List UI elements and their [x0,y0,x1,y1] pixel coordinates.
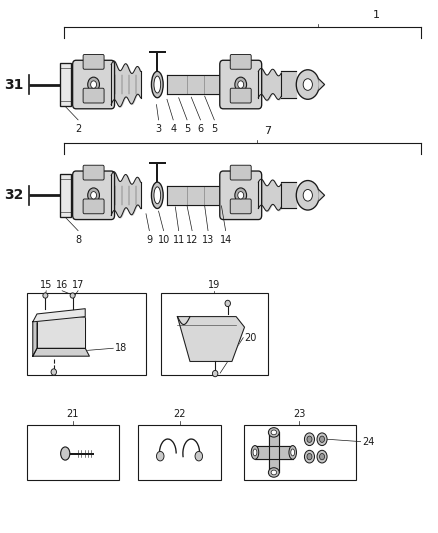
Polygon shape [37,317,85,348]
Bar [27,293,146,375]
Ellipse shape [152,71,163,98]
Ellipse shape [317,450,327,463]
Ellipse shape [88,188,99,203]
Text: 18: 18 [115,343,127,353]
Ellipse shape [152,182,163,208]
Ellipse shape [307,436,312,442]
Ellipse shape [268,427,279,437]
Ellipse shape [60,447,70,460]
Polygon shape [33,309,85,322]
Ellipse shape [235,188,247,203]
Ellipse shape [235,77,247,92]
Text: 31: 31 [4,77,24,92]
FancyBboxPatch shape [230,88,251,103]
Text: 17: 17 [72,280,84,290]
Ellipse shape [91,191,96,199]
Ellipse shape [289,446,297,459]
Text: 7: 7 [264,126,271,136]
Text: 5: 5 [211,124,217,134]
Polygon shape [177,317,244,361]
FancyBboxPatch shape [73,171,115,220]
Ellipse shape [296,70,319,99]
Ellipse shape [296,181,319,210]
Text: 23: 23 [293,409,305,419]
Ellipse shape [271,470,276,475]
Ellipse shape [303,190,312,201]
FancyBboxPatch shape [220,171,261,220]
Ellipse shape [225,300,230,306]
Ellipse shape [303,79,312,90]
Polygon shape [33,317,37,356]
Ellipse shape [88,77,99,92]
Ellipse shape [320,454,325,460]
Polygon shape [319,79,325,90]
Ellipse shape [43,293,48,298]
Text: 24: 24 [362,437,374,447]
FancyBboxPatch shape [83,54,104,69]
Text: 19: 19 [208,280,220,290]
Ellipse shape [304,433,314,446]
Text: 16: 16 [56,280,68,290]
FancyBboxPatch shape [230,54,251,69]
Polygon shape [319,190,325,200]
Ellipse shape [317,433,327,446]
Text: 10: 10 [158,235,170,245]
FancyBboxPatch shape [230,165,251,180]
Ellipse shape [238,191,244,199]
Polygon shape [33,348,89,356]
Text: 4: 4 [170,124,177,134]
Ellipse shape [291,449,295,456]
Text: 14: 14 [219,235,232,245]
Text: 2: 2 [75,124,81,134]
Bar [60,174,71,217]
Ellipse shape [154,76,161,93]
Bar [27,425,119,480]
Ellipse shape [320,436,325,442]
Ellipse shape [238,81,244,88]
Ellipse shape [51,369,57,375]
Text: 22: 22 [173,409,186,419]
FancyBboxPatch shape [83,165,104,180]
Text: 11: 11 [173,235,185,245]
Ellipse shape [91,81,96,88]
Ellipse shape [253,449,257,456]
Text: 1: 1 [373,10,380,20]
Ellipse shape [195,451,203,461]
Text: 15: 15 [40,280,53,290]
Ellipse shape [268,468,279,477]
Bar [60,63,71,106]
Text: 6: 6 [198,124,204,134]
Bar [244,425,356,480]
Text: 8: 8 [75,235,81,245]
Ellipse shape [304,450,314,463]
Ellipse shape [251,446,259,459]
FancyBboxPatch shape [220,60,261,109]
Ellipse shape [307,454,312,460]
Bar [161,293,268,375]
Text: 32: 32 [4,188,24,203]
Bar [138,425,222,480]
Text: 20: 20 [244,333,257,343]
Text: 12: 12 [186,235,198,245]
FancyBboxPatch shape [83,88,104,103]
Text: 5: 5 [184,124,190,134]
Ellipse shape [154,187,161,204]
Text: 9: 9 [146,235,152,245]
FancyBboxPatch shape [230,199,251,214]
Ellipse shape [156,451,164,461]
Text: 21: 21 [67,409,79,419]
Ellipse shape [70,293,75,298]
FancyBboxPatch shape [83,199,104,214]
Text: 13: 13 [202,235,214,245]
Ellipse shape [271,430,276,435]
Ellipse shape [212,370,218,377]
Text: 3: 3 [155,124,162,134]
FancyBboxPatch shape [73,60,115,109]
